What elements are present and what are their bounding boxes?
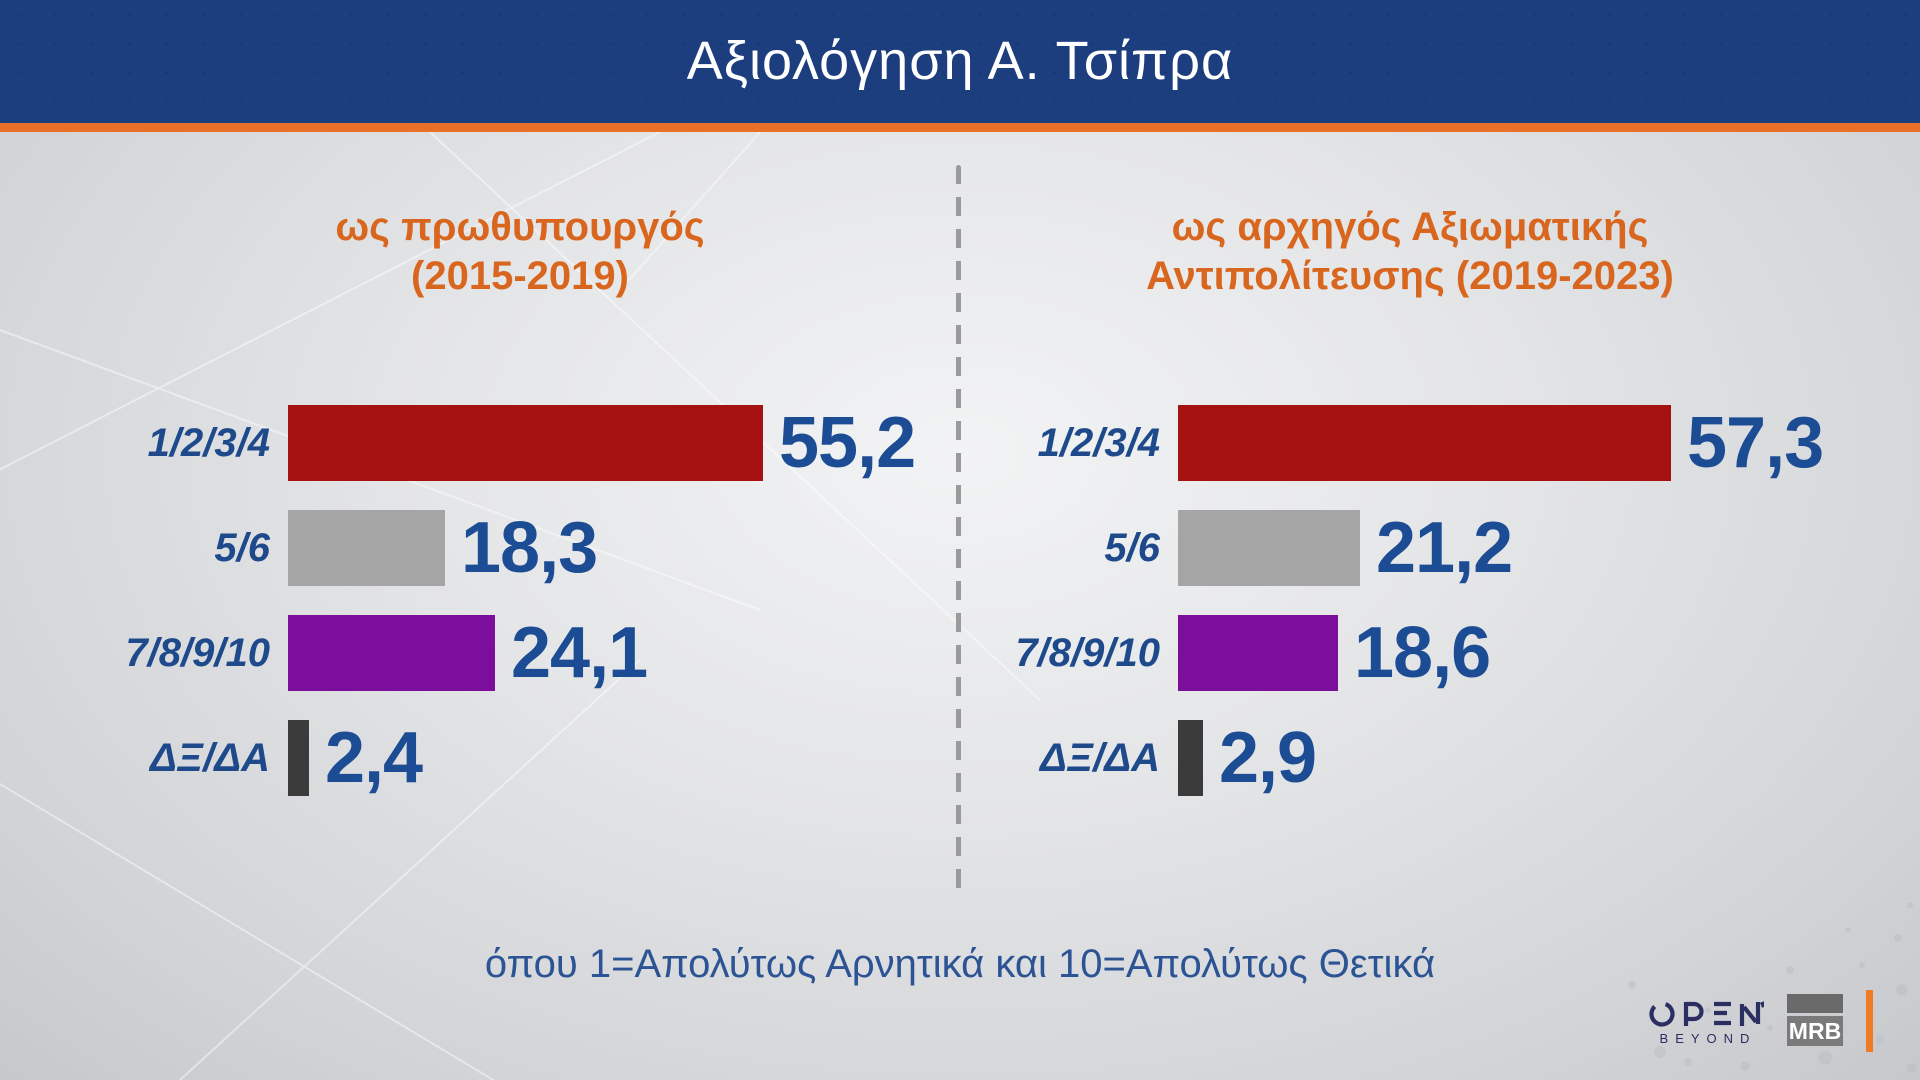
value-label: 18,6 (1354, 613, 1491, 693)
left-chart: 1/2/3/4 55,2 5/6 18,3 7/8/9/10 24,1 ΔΞ/ΔΑ 2,4 (90, 403, 970, 825)
chart-row: 1/2/3/4 55,2 (90, 403, 970, 483)
chart-row: 7/8/9/10 24,1 (90, 613, 970, 693)
bar-score-5-6 (1178, 510, 1360, 586)
bar-dk-na (1178, 720, 1203, 796)
value-label: 18,3 (461, 508, 598, 588)
right-chart-heading: ως αρχηγός Αξιωματικής Αντιπολίτευσης (2… (980, 203, 1840, 301)
chart-row: 7/8/9/10 18,6 (980, 613, 1910, 693)
category-label: 1/2/3/4 (1037, 420, 1160, 465)
value-label: 55,2 (779, 403, 916, 483)
right-chart-heading-line2: Αντιπολίτευσης (2019-2023) (1146, 254, 1674, 298)
chart-row: ΔΞ/ΔΑ 2,4 (90, 718, 970, 798)
value-label: 21,2 (1376, 508, 1513, 588)
value-label: 2,9 (1219, 718, 1317, 798)
speckle-texture (1628, 902, 1917, 1073)
category-label: 7/8/9/10 (125, 630, 270, 675)
header-bar (0, 0, 1920, 123)
mrb-logo: MRB (1787, 994, 1843, 1046)
category-label: 5/6 (214, 525, 270, 570)
left-chart-heading-line2: (2015-2019) (411, 254, 629, 298)
chart-row: 1/2/3/4 57,3 (980, 403, 1910, 483)
open-beyond-label: BEYOND (1659, 1031, 1757, 1046)
chart-row: 5/6 18,3 (90, 508, 970, 588)
chart-rows: 1/2/3/4 57,3 5/6 21,2 7/8/9/10 18,6 ΔΞ/ΔΑ 2,9 (980, 403, 1910, 798)
mrb-logo-top-block (1787, 994, 1843, 1013)
category-label: 1/2/3/4 (147, 420, 270, 465)
header-accent-rule (0, 123, 1920, 132)
bar-score-5-6 (288, 510, 445, 586)
category-label: ΔΞ/ΔΑ (150, 735, 270, 780)
category-label: 5/6 (1104, 525, 1160, 570)
bar-score-7-10 (1178, 615, 1338, 691)
value-label: 24,1 (511, 613, 648, 693)
chart-row: ΔΞ/ΔΑ 2,9 (980, 718, 1910, 798)
category-label: ΔΞ/ΔΑ (1040, 735, 1160, 780)
page-title: Αξιολόγηση Α. Τσίπρα (686, 31, 1234, 91)
left-chart-heading-line1: ως πρωθυπουργός (335, 205, 705, 249)
right-chart-heading-line1: ως αρχηγός Αξιωματικής (1171, 205, 1649, 249)
chart-rows: 1/2/3/4 55,2 5/6 18,3 7/8/9/10 24,1 ΔΞ/ΔΑ 2,4 (90, 403, 970, 798)
divider-dashed-line (956, 165, 961, 900)
bar-score-7-10 (288, 615, 495, 691)
chart-row: 5/6 21,2 (980, 508, 1910, 588)
left-chart-heading: ως πρωθυπουργός (2015-2019) (90, 203, 950, 301)
right-chart: 1/2/3/4 57,3 5/6 21,2 7/8/9/10 18,6 ΔΞ/ΔΑ 2,9 (980, 403, 1910, 825)
orange-accent-bar (1866, 990, 1873, 1052)
bar-dk-na (288, 720, 309, 796)
bar-score-1-4 (1178, 405, 1671, 481)
mrb-logo-label: MRB (1787, 1016, 1843, 1046)
scale-footnote: όπου 1=Απολύτως Αρνητικά και 10=Απολύτως… (484, 942, 1436, 986)
bar-score-1-4 (288, 405, 763, 481)
value-label: 2,4 (325, 718, 423, 798)
open-tv-logo (1649, 1001, 1764, 1027)
category-label: 7/8/9/10 (1015, 630, 1160, 675)
value-label: 57,3 (1687, 403, 1824, 483)
